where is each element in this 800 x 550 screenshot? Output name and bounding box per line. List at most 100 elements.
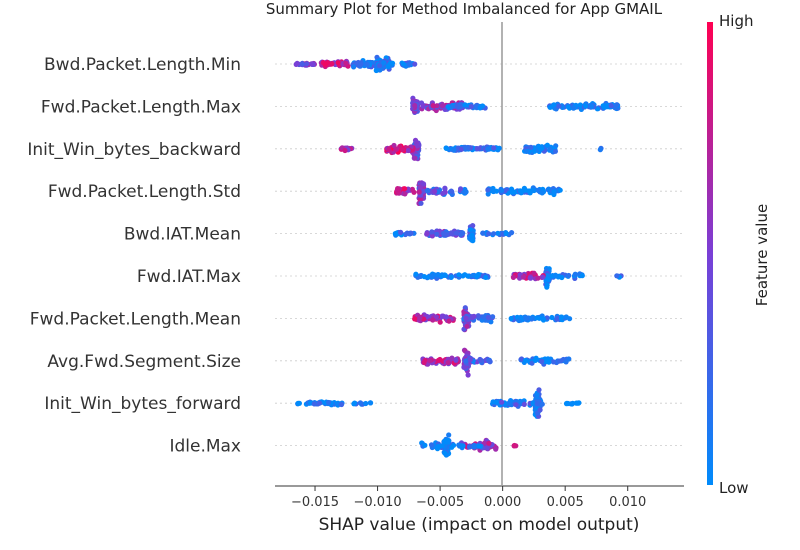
- shap-point: [550, 359, 557, 365]
- shap-point: [509, 230, 515, 236]
- x-axis-ticks: −0.015 −0.010 −0.005 0.000 0.005 0.010: [291, 486, 646, 510]
- shap-point: [539, 190, 545, 196]
- shap-point: [421, 359, 427, 366]
- shap-point: [540, 316, 546, 322]
- shap-point: [420, 188, 427, 194]
- shap-point: [544, 358, 550, 365]
- shap-point: [437, 356, 443, 363]
- shap-point: [462, 144, 468, 150]
- shap-point: [475, 313, 481, 319]
- shap-point: [451, 147, 457, 153]
- shap-point: [520, 274, 527, 280]
- shap-point: [509, 189, 515, 195]
- shap-point: [558, 358, 564, 364]
- shap-point: [440, 190, 446, 197]
- shap-point: [400, 61, 406, 67]
- shap-point: [572, 271, 578, 277]
- feature-label: Fwd.IAT.Max: [137, 267, 241, 287]
- shap-point: [439, 443, 445, 449]
- shap-point: [485, 146, 491, 152]
- shap-point: [402, 191, 408, 197]
- feature-label: Avg.Fwd.Segment.Size: [47, 352, 241, 372]
- shap-point: [465, 372, 471, 378]
- feature-label: Idle.Max: [169, 437, 241, 457]
- shap-point: [470, 223, 476, 229]
- shap-point: [608, 103, 614, 109]
- feature-label: Bwd.Packet.Length.Min: [44, 55, 241, 75]
- shap-point: [385, 63, 391, 70]
- colorbar-low-label: Low: [719, 479, 749, 497]
- shap-point: [429, 229, 435, 235]
- row-gridlines: [275, 63, 684, 447]
- shap-point: [430, 103, 436, 109]
- x-tick-label: −0.015: [291, 495, 339, 510]
- shap-point: [536, 387, 542, 393]
- shap-point: [547, 146, 553, 152]
- shap-point: [556, 103, 562, 109]
- shap-point: [441, 230, 447, 237]
- shap-point: [526, 188, 532, 194]
- shap-point: [462, 305, 468, 311]
- shap-point: [463, 189, 469, 195]
- shap-point: [499, 187, 505, 193]
- shap-point: [495, 230, 501, 236]
- shap-point: [367, 400, 373, 406]
- shap-point: [443, 314, 449, 320]
- chart-title: Summary Plot for Method Imbalanced for A…: [266, 0, 663, 18]
- shap-point: [421, 274, 427, 280]
- shap-point: [573, 400, 579, 406]
- shap-point: [471, 313, 477, 319]
- shap-point: [493, 446, 499, 452]
- shap-point: [511, 442, 517, 449]
- shap-point: [544, 282, 550, 288]
- shap-point: [539, 401, 545, 407]
- shap-point: [487, 358, 493, 364]
- shap-point: [304, 61, 310, 67]
- shap-point: [523, 357, 529, 363]
- shap-point: [342, 147, 348, 154]
- shap-point: [395, 186, 401, 192]
- shap-point: [491, 145, 497, 151]
- shap-point: [445, 104, 451, 110]
- shap-point: [474, 146, 480, 152]
- shap-point: [311, 401, 317, 407]
- shap-point: [547, 104, 553, 110]
- shap-point: [458, 186, 464, 192]
- shap-point: [589, 103, 595, 110]
- shap-point: [557, 187, 563, 193]
- shap-point: [532, 357, 539, 363]
- shap-point: [358, 61, 364, 67]
- shap-point: [477, 356, 483, 363]
- shap-point: [534, 401, 540, 407]
- shap-point: [583, 103, 589, 109]
- shap-point: [602, 104, 608, 110]
- shap-point: [422, 442, 428, 448]
- shap-point: [295, 400, 301, 407]
- shap-point: [482, 440, 488, 446]
- shap-point: [486, 440, 492, 446]
- shap-point: [517, 188, 523, 194]
- shap-point: [412, 61, 418, 67]
- shap-point: [614, 273, 620, 279]
- shap-point: [417, 185, 423, 191]
- shap-point: [461, 364, 467, 370]
- shap-point: [513, 402, 519, 408]
- shap-point: [468, 104, 474, 110]
- shap-point: [351, 64, 357, 70]
- shap-point: [565, 104, 571, 110]
- shap-point: [294, 60, 300, 66]
- shap-point: [552, 148, 559, 154]
- shap-point: [338, 401, 345, 408]
- shap-point: [480, 230, 486, 236]
- shap-point: [480, 314, 486, 320]
- shap-point: [540, 274, 546, 280]
- shap-point: [577, 102, 583, 108]
- shap-point: [432, 188, 438, 194]
- shap-point: [469, 232, 475, 238]
- x-axis-label: SHAP value (impact on model output): [319, 515, 640, 535]
- shap-point: [420, 103, 426, 109]
- shap-point: [528, 144, 534, 150]
- shap-point: [466, 444, 473, 450]
- shap-point: [475, 271, 482, 278]
